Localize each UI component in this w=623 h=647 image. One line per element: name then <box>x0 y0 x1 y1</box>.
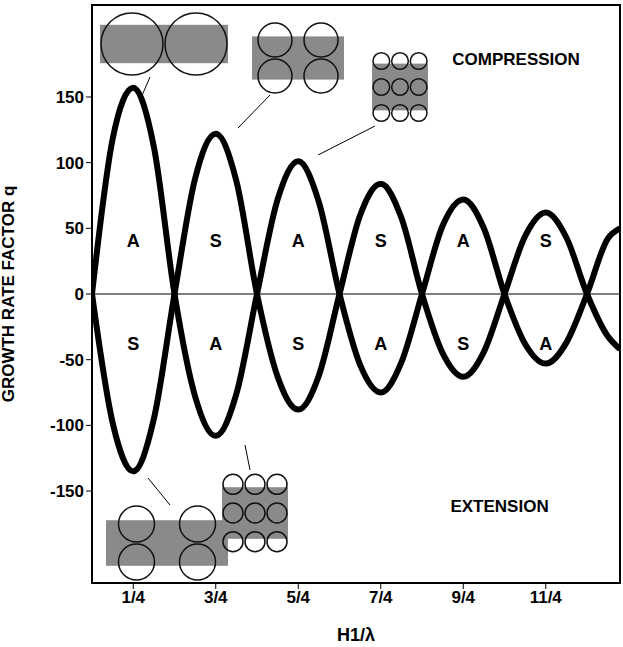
svg-text:A: A <box>374 334 387 354</box>
svg-text:A: A <box>209 334 222 354</box>
svg-text:S: S <box>457 334 469 354</box>
svg-text:0: 0 <box>75 285 84 304</box>
svg-text:11/4: 11/4 <box>530 588 563 607</box>
svg-text:50: 50 <box>65 219 84 238</box>
svg-text:-150: -150 <box>50 482 84 501</box>
svg-text:9/4: 9/4 <box>451 588 475 607</box>
svg-text:H1/λ: H1/λ <box>337 625 375 645</box>
svg-text:S: S <box>540 231 552 251</box>
svg-text:3/4: 3/4 <box>204 588 228 607</box>
svg-text:7/4: 7/4 <box>369 588 393 607</box>
svg-text:-50: -50 <box>59 351 84 370</box>
svg-text:150: 150 <box>56 88 84 107</box>
svg-text:S: S <box>210 231 222 251</box>
svg-text:S: S <box>292 334 304 354</box>
svg-text:A: A <box>457 231 470 251</box>
svg-text:COMPRESSION: COMPRESSION <box>452 50 580 69</box>
svg-text:100: 100 <box>56 154 84 173</box>
svg-text:S: S <box>375 231 387 251</box>
svg-text:A: A <box>539 334 552 354</box>
svg-text:EXTENSION: EXTENSION <box>450 497 548 516</box>
svg-text:5/4: 5/4 <box>286 588 310 607</box>
svg-text:-100: -100 <box>50 416 84 435</box>
svg-text:S: S <box>127 334 139 354</box>
svg-text:GROWTH RATE FACTOR q: GROWTH RATE FACTOR q <box>0 186 18 403</box>
svg-text:1/4: 1/4 <box>121 588 145 607</box>
svg-text:A: A <box>127 231 140 251</box>
svg-text:A: A <box>292 231 305 251</box>
